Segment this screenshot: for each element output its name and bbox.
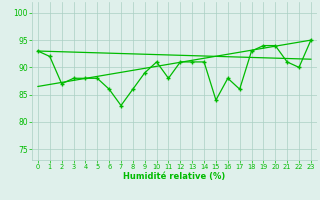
X-axis label: Humidité relative (%): Humidité relative (%) (123, 172, 226, 181)
